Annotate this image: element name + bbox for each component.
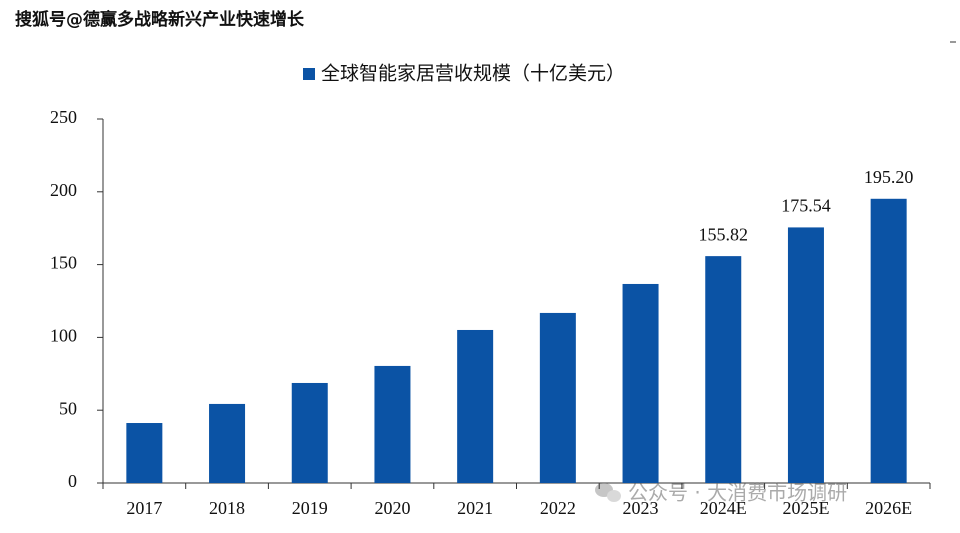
bar [291, 382, 328, 483]
x-tick-label: 2017 [126, 498, 162, 518]
watermark-text: 公众号 · 大消费市场调研 [628, 481, 847, 505]
bar [622, 283, 659, 483]
value-label: 155.82 [699, 224, 749, 244]
x-tick-label: 2018 [209, 498, 245, 518]
x-tick-label: 2024E [700, 498, 747, 518]
value-label: 195.20 [864, 167, 914, 187]
y-tick-label: 100 [50, 326, 77, 346]
x-tick-label: 2021 [457, 498, 493, 518]
bar [539, 312, 576, 483]
bar [787, 227, 824, 483]
y-tick-label: 0 [68, 471, 77, 491]
bar [209, 403, 246, 483]
x-tick-label: 2020 [374, 498, 410, 518]
bar [126, 423, 163, 483]
x-tick-label: 2022 [540, 498, 576, 518]
y-tick-label: 150 [50, 253, 77, 273]
x-tick-label: 2026E [865, 498, 912, 518]
legend-swatch [303, 68, 315, 80]
x-tick-label: 2023 [623, 498, 659, 518]
x-tick-label: 2019 [292, 498, 328, 518]
y-tick-label: 200 [50, 180, 77, 200]
bar [705, 256, 742, 483]
legend-label: 全球智能家居营收规模（十亿美元） [321, 63, 625, 85]
watermark: 公众号 · 大消费市场调研 [595, 481, 847, 505]
value-label: 175.54 [781, 196, 831, 216]
bar [457, 329, 494, 483]
y-tick-label: 50 [59, 398, 77, 418]
page-title: 搜狐号@德赢多战略新兴产业快速增长 [15, 9, 305, 30]
bar [374, 365, 411, 483]
wechat-icon [607, 490, 621, 502]
y-tick-label: 250 [50, 107, 77, 127]
bar [870, 198, 907, 483]
x-tick-label: 2025E [782, 498, 829, 518]
